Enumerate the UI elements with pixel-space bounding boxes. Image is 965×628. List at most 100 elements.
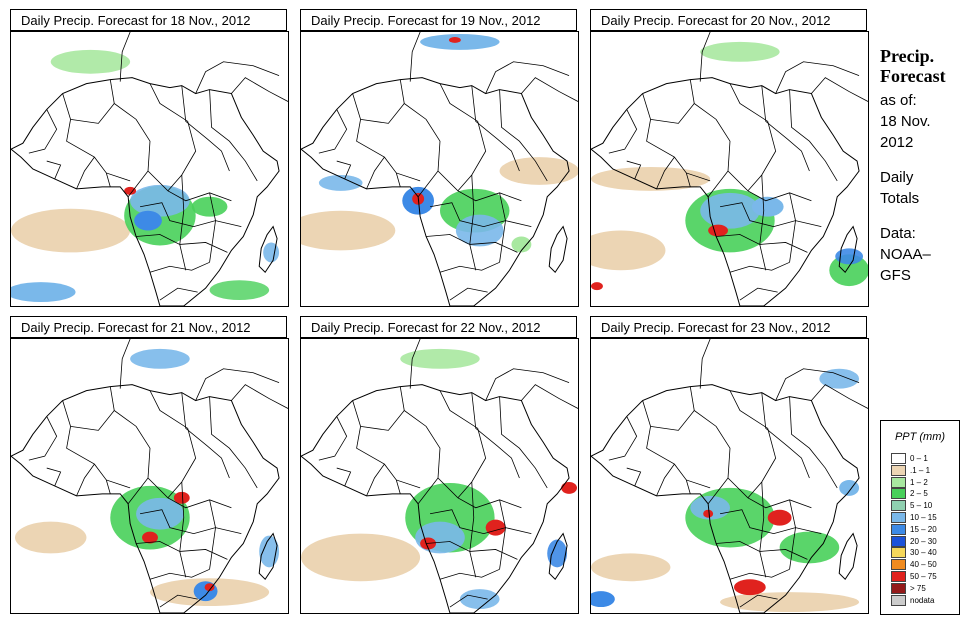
legend-item: 20 – 30 <box>891 535 957 547</box>
precip-area <box>136 497 184 530</box>
forecast-panel-6: Daily Precip. Forecast for 23 Nov., 2012 <box>590 316 869 614</box>
outer-borders <box>119 339 288 409</box>
precip-area <box>14 521 87 554</box>
legend-swatch <box>891 535 906 547</box>
precip-layer <box>301 348 578 610</box>
legend: PPT (mm) 0 – 1 .1 – 1 1 – 2 2 – 5 5 – 10 10 –… <box>880 420 960 615</box>
legend-item: 1 – 2 <box>891 476 957 488</box>
precip-area <box>779 531 840 564</box>
legend-label: 15 – 20 <box>910 524 937 534</box>
forecast-panel-5: Daily Precip. Forecast for 22 Nov., 2012 <box>300 316 579 614</box>
outer-borders <box>409 339 578 409</box>
precip-layer <box>591 41 868 291</box>
legend-item: 2 – 5 <box>891 488 957 500</box>
madagascar-outline <box>548 532 568 581</box>
title-line-1: Precip. <box>880 46 935 66</box>
data-line-3: GFS <box>880 267 911 284</box>
precip-layer <box>301 33 578 253</box>
legend-label: 10 – 15 <box>910 513 937 522</box>
legend-swatch <box>891 547 906 559</box>
precip-map <box>300 31 579 307</box>
precip-area <box>318 174 363 191</box>
legend-label: 5 – 10 <box>910 501 933 511</box>
country-borders <box>28 77 280 301</box>
precip-area <box>703 509 714 518</box>
panel-title: Daily Precip. Forecast for 22 Nov., 2012 <box>300 316 577 338</box>
precip-area <box>767 509 792 526</box>
forecast-panel-4: Daily Precip. Forecast for 21 Nov., 2012 <box>10 316 289 614</box>
precip-area <box>700 41 780 62</box>
coastline <box>591 384 860 613</box>
precip-area <box>708 224 729 237</box>
legend-title: PPT (mm) <box>894 431 946 443</box>
country-borders <box>28 384 280 608</box>
precip-area <box>130 348 190 369</box>
legend-item: 10 – 15 <box>891 512 957 523</box>
legend-item: > 75 <box>891 582 957 594</box>
precip-area <box>415 521 465 554</box>
precip-area <box>733 579 766 596</box>
precip-area <box>700 192 760 229</box>
madagascar-outline <box>258 225 278 274</box>
precip-area <box>11 282 76 303</box>
precip-area <box>591 553 671 582</box>
legend-item: 40 – 50 <box>891 559 957 571</box>
data-line-1: Data: <box>880 225 916 242</box>
date-line-1: 18 Nov. <box>880 113 931 130</box>
forecast-panel-2: Daily Precip. Forecast for 19 Nov., 2012 <box>300 9 579 307</box>
legend-swatch <box>891 476 906 488</box>
side-info: Precip. Forecast as of: 18 Nov. 2012 Dai… <box>880 46 964 286</box>
precip-area <box>591 230 666 271</box>
madagascar-outline <box>838 532 858 581</box>
precip-area <box>134 210 162 231</box>
precip-area <box>511 236 532 253</box>
precip-area <box>142 531 158 544</box>
precip-map <box>590 31 869 307</box>
panel-title: Daily Precip. Forecast for 21 Nov., 2012 <box>10 316 287 338</box>
legend-item: nodata <box>891 594 957 606</box>
precip-area <box>191 196 228 217</box>
precip-area <box>50 49 131 74</box>
precip-area <box>591 282 603 291</box>
precip-area <box>561 481 578 494</box>
precip-area <box>209 280 270 301</box>
legend-label: 0 – 1 <box>910 454 928 463</box>
coastline <box>11 384 280 613</box>
legend-label: 1 – 2 <box>910 477 928 487</box>
precip-area <box>720 592 860 613</box>
title-line-2: Forecast <box>880 66 946 86</box>
legend-item: 15 – 20 <box>891 523 957 535</box>
legend-swatch <box>891 453 906 464</box>
forecast-panel-1: Daily Precip. Forecast for 18 Nov., 2012 <box>10 9 289 307</box>
precip-layer <box>14 348 280 607</box>
precip-area <box>485 519 506 536</box>
precip-area <box>690 495 730 520</box>
data-line-2: NOAA– <box>880 246 931 263</box>
date-line-2: 2012 <box>880 134 914 151</box>
legend-label: .1 – 1 <box>910 465 931 475</box>
legend-swatch <box>891 464 906 476</box>
precip-area <box>263 242 280 263</box>
coastline <box>301 77 570 306</box>
precip-area <box>420 33 500 50</box>
daily-line-2: Totals <box>880 190 920 207</box>
precip-area <box>130 184 190 217</box>
legend-label: nodata <box>910 595 935 605</box>
precip-area <box>301 210 396 251</box>
precip-area <box>751 196 784 217</box>
precip-area <box>301 533 421 582</box>
coastline <box>301 384 570 613</box>
legend-label: 2 – 5 <box>910 489 928 499</box>
legend-swatch <box>891 512 906 523</box>
madagascar-outline <box>258 532 278 581</box>
daily-line-1: Daily <box>880 169 914 186</box>
legend-label: 20 – 30 <box>910 536 937 546</box>
legend-label: 50 – 75 <box>910 572 937 581</box>
legend-item: 5 – 10 <box>891 500 957 512</box>
coastline <box>591 77 860 306</box>
precip-area <box>11 208 131 253</box>
precip-area <box>455 214 504 247</box>
precip-map <box>10 338 289 614</box>
legend-swatch <box>891 571 906 582</box>
legend-swatch <box>891 523 906 535</box>
